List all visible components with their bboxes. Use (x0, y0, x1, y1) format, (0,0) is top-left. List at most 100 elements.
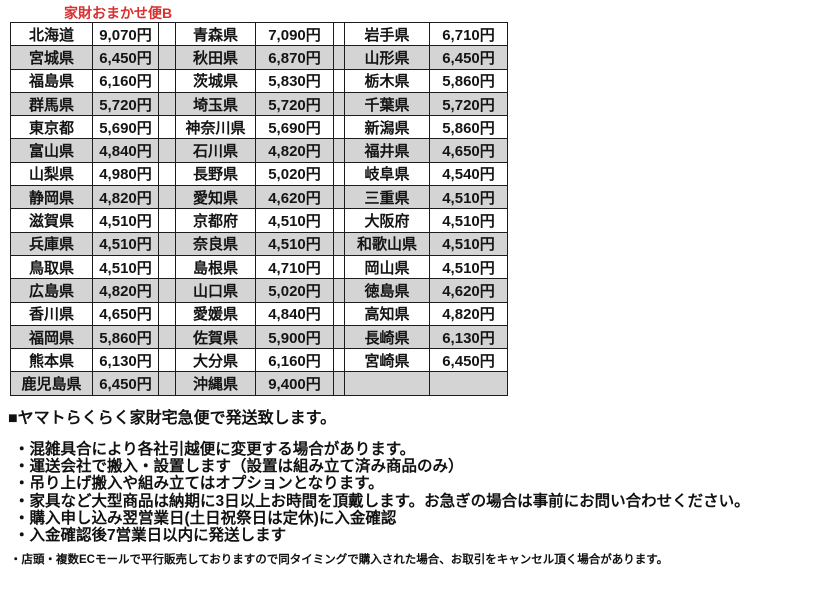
prefecture-cell: 香川県 (10, 301, 93, 326)
price-cell: 6,870円 (255, 45, 334, 70)
table-row: 熊本県 6,130円 大分県 6,160円 宮崎県 6,450円 (10, 348, 508, 373)
prefecture-cell: 山口県 (175, 278, 256, 303)
spacer-cell (333, 231, 345, 256)
price-cell: 4,510円 (92, 231, 159, 256)
note-bullet: ・購入申し込み翌営業日(土日祝祭日は定休)に入金確認 (14, 509, 397, 527)
notes-heading: ■ヤマトらくらく家財宅急便で発送致します。 (8, 410, 337, 427)
prefecture-cell: 兵庫県 (10, 231, 93, 256)
prefecture-cell: 愛知県 (175, 185, 256, 210)
spacer-cell (158, 301, 176, 326)
price-cell: 4,510円 (92, 208, 159, 233)
prefecture-cell: 静岡県 (10, 185, 93, 210)
prefecture-cell: 長野県 (175, 161, 256, 187)
spacer-cell (158, 68, 176, 93)
prefecture-cell: 長崎県 (344, 324, 430, 350)
price-cell: 4,820円 (92, 278, 159, 303)
price-cell: 5,860円 (429, 68, 508, 93)
prefecture-cell: 千葉県 (344, 91, 430, 117)
price-cell: 4,820円 (92, 185, 159, 210)
spacer-cell (158, 371, 176, 396)
price-cell: 5,830円 (255, 68, 334, 93)
price-cell: 4,510円 (429, 231, 508, 256)
price-cell: 6,450円 (92, 371, 159, 396)
prefecture-cell: 群馬県 (10, 91, 93, 117)
spacer-cell (333, 138, 345, 163)
spacer-cell (333, 68, 345, 93)
price-cell: 4,820円 (255, 138, 334, 163)
notes-footnote: ・店頭・複数ECモールで平行販売しておりますので同タイミングで購入された場合、お… (10, 554, 669, 567)
prefecture-cell: 岡山県 (344, 254, 430, 280)
prefecture-cell: 鳥取県 (10, 254, 93, 280)
price-cell (429, 371, 508, 396)
page-title: 家財おまかせ便B (64, 5, 173, 21)
spacer-cell (158, 115, 176, 140)
spacer-cell (333, 45, 345, 70)
prefecture-cell: 愛媛県 (175, 301, 256, 326)
prefecture-cell: 大分県 (175, 348, 256, 373)
prefecture-cell: 島根県 (175, 254, 256, 280)
prefecture-cell: 宮崎県 (344, 348, 430, 373)
price-cell: 4,980円 (92, 161, 159, 187)
table-row: 静岡県 4,820円 愛知県 4,620円 三重県 4,510円 (10, 185, 508, 210)
prefecture-cell: 京都府 (175, 208, 256, 233)
prefecture-cell: 広島県 (10, 278, 93, 303)
note-bullet: ・混雑具合により各社引越便に変更する場合があります。 (14, 441, 416, 458)
table-row: 富山県 4,840円 石川県 4,820円 福井県 4,650円 (10, 138, 508, 163)
prefecture-cell: 福島県 (10, 68, 93, 93)
spacer-cell (333, 161, 345, 187)
spacer-cell (333, 208, 345, 233)
spacer-cell (333, 301, 345, 326)
table-row: 山梨県 4,980円 長野県 5,020円 岐阜県 4,540円 (10, 161, 508, 187)
prefecture-cell: 山形県 (344, 45, 430, 70)
spacer-cell (158, 231, 176, 256)
table-row: 東京都 5,690円 神奈川県 5,690円 新潟県 5,860円 (10, 115, 508, 140)
price-cell: 5,020円 (255, 278, 334, 303)
table-row: 群馬県 5,720円 埼玉県 5,720円 千葉県 5,720円 (10, 91, 508, 117)
spacer-cell (158, 324, 176, 350)
prefecture-cell: 熊本県 (10, 348, 93, 373)
spacer-cell (158, 138, 176, 163)
price-cell: 4,540円 (429, 161, 508, 187)
prefecture-cell: 福岡県 (10, 324, 93, 350)
spacer-cell (158, 254, 176, 280)
price-cell: 5,690円 (255, 115, 334, 140)
shipping-notes: ■ヤマトらくらく家財宅急便で発送致します。 ・混雑具合により各社引越便に変更する… (8, 410, 750, 567)
prefecture-cell: 茨城県 (175, 68, 256, 93)
spacer-cell (158, 185, 176, 210)
fee-table-body: 北海道 9,070円 青森県 7,090円 岩手県 6,710円 宮城県 6,450円 秋田県 6… (10, 21, 508, 396)
price-cell: 5,720円 (429, 91, 508, 117)
price-cell: 9,070円 (92, 21, 159, 47)
prefecture-cell: 三重県 (344, 185, 430, 210)
table-row: 鹿児島県 6,450円 沖縄県 9,400円 (10, 371, 508, 396)
price-cell: 4,620円 (255, 185, 334, 210)
prefecture-cell: 大阪府 (344, 208, 430, 233)
table-row: 兵庫県 4,510円 奈良県 4,510円 和歌山県 4,510円 (10, 231, 508, 256)
table-row: 広島県 4,820円 山口県 5,020円 徳島県 4,620円 (10, 278, 508, 303)
price-cell: 6,450円 (429, 348, 508, 373)
price-cell: 6,130円 (429, 324, 508, 350)
table-row: 福岡県 5,860円 佐賀県 5,900円 長崎県 6,130円 (10, 324, 508, 350)
prefecture-cell: 秋田県 (175, 45, 256, 70)
price-cell: 6,450円 (429, 45, 508, 70)
table-row: 滋賀県 4,510円 京都府 4,510円 大阪府 4,510円 (10, 208, 508, 233)
spacer-cell (333, 21, 345, 47)
prefecture-cell (344, 371, 430, 396)
table-row: 福島県 6,160円 茨城県 5,830円 栃木県 5,860円 (10, 68, 508, 93)
prefecture-cell: 岩手県 (344, 21, 430, 47)
price-cell: 4,510円 (255, 231, 334, 256)
prefecture-cell: 和歌山県 (344, 231, 430, 256)
prefecture-cell: 新潟県 (344, 115, 430, 140)
spacer-cell (158, 21, 176, 47)
price-cell: 4,710円 (255, 254, 334, 280)
spacer-cell (333, 254, 345, 280)
note-bullet: ・家具など大型商品は納期に3日以上お時間を頂戴します。お急ぎの場合は事前にお問い… (14, 492, 750, 510)
prefecture-cell: 東京都 (10, 115, 93, 140)
price-cell: 4,840円 (92, 138, 159, 163)
spacer-cell (158, 348, 176, 373)
spacer-cell (158, 208, 176, 233)
price-cell: 5,860円 (92, 324, 159, 350)
prefecture-cell: 山梨県 (10, 161, 93, 187)
spacer-cell (333, 348, 345, 373)
prefecture-cell: 青森県 (175, 21, 256, 47)
